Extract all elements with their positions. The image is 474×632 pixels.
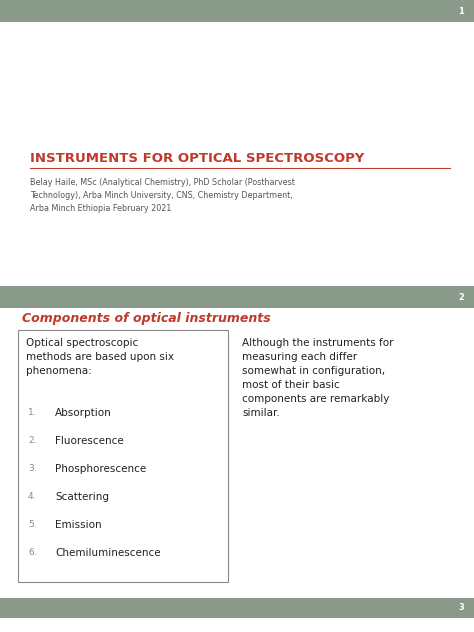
Text: Absorption: Absorption [55, 408, 112, 418]
Text: Chemiluminescence: Chemiluminescence [55, 548, 161, 558]
Text: Although the instruments for
measuring each differ
somewhat in configuration,
mo: Although the instruments for measuring e… [242, 338, 393, 418]
Bar [0, 286, 474, 308]
Text: 3: 3 [458, 604, 464, 612]
Text: Technology), Arba Minch University, CNS, Chemistry Department,: Technology), Arba Minch University, CNS,… [30, 191, 292, 200]
Text: 4.: 4. [28, 492, 36, 501]
Text: Belay Haile, MSc (Analytical Chemistry), PhD Scholar (Postharvest: Belay Haile, MSc (Analytical Chemistry),… [30, 178, 295, 187]
Text: Arba Minch Ethiopia February 2021: Arba Minch Ethiopia February 2021 [30, 204, 172, 213]
Text: Emission: Emission [55, 520, 101, 530]
Text: INSTRUMENTS FOR OPTICAL SPECTROSCOPY: INSTRUMENTS FOR OPTICAL SPECTROSCOPY [30, 152, 365, 165]
Text: 1: 1 [458, 6, 464, 16]
Text: Optical spectroscopic
methods are based upon six
phenomena:: Optical spectroscopic methods are based … [26, 338, 174, 376]
Text: 2: 2 [458, 293, 464, 301]
Text: Components of optical instruments: Components of optical instruments [22, 312, 271, 325]
Text: Phosphorescence: Phosphorescence [55, 464, 146, 474]
Text: Fluorescence: Fluorescence [55, 436, 124, 446]
Text: 2.: 2. [28, 436, 36, 445]
Bar [0, 598, 474, 618]
Text: Scattering: Scattering [55, 492, 109, 502]
Text: 5.: 5. [28, 520, 36, 529]
Text: 1.: 1. [28, 408, 36, 417]
Text: 3.: 3. [28, 464, 36, 473]
Bar [0, 0, 474, 22]
Bar [18, 330, 228, 582]
Text: 6.: 6. [28, 548, 36, 557]
